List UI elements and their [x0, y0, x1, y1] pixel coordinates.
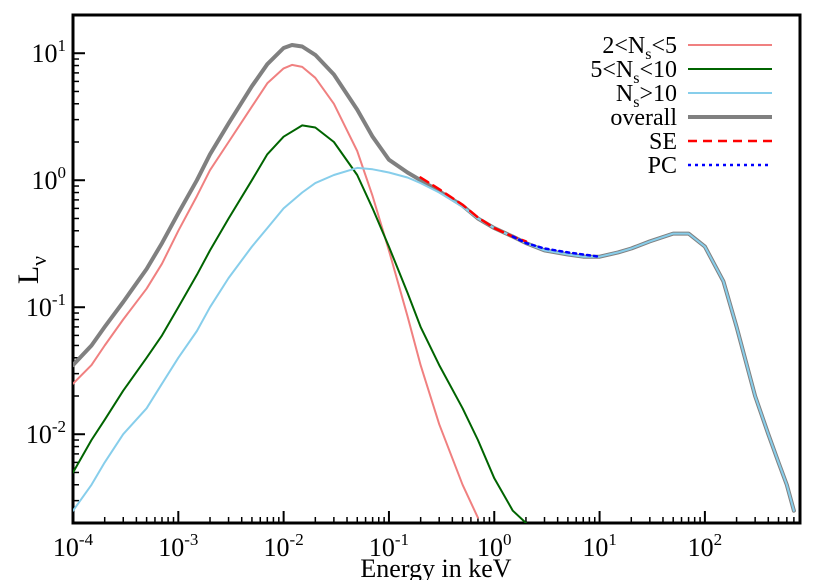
svg-text:Lν: Lν: [12, 256, 51, 284]
y-axis-title: Lν: [12, 256, 51, 284]
y-axis-title-main: L: [12, 266, 45, 284]
x-tick-label: 10-2: [264, 530, 304, 562]
y-tick-label: 101: [32, 36, 67, 68]
series-line-se: [419, 176, 528, 243]
legend-label: PC: [648, 153, 677, 179]
legend-label: 5<Ns<10: [590, 57, 677, 87]
legend-label: Ns>10: [616, 81, 677, 111]
x-tick-label: 10-1: [369, 530, 409, 562]
x-tick-label: 10-4: [53, 530, 94, 562]
y-tick-label: 10-1: [26, 290, 66, 322]
series-layer: [73, 43, 796, 523]
x-axis-ticks: 10-4 10-3 10-2 10-1 100 101 102: [53, 511, 801, 562]
y-tick-label: 100: [32, 163, 67, 195]
x-tick-label: 102: [688, 530, 723, 562]
series-line-overall: [73, 43, 796, 513]
legend-label: overall: [610, 105, 677, 131]
legend-label: SE: [649, 129, 677, 155]
plot-frame: [71, 13, 802, 525]
y-axis-title-sub: ν: [26, 256, 51, 266]
x-tick-label: 10-3: [158, 530, 198, 562]
legend-label: 2<Ns<5: [602, 33, 677, 63]
series-line-pc: [511, 235, 601, 258]
x-tick-label: 101: [582, 530, 617, 562]
y-axis-ticks: 10-2 10-1 100 101: [26, 14, 85, 524]
series-line-5-ns-10: [73, 124, 527, 523]
x-axis-title: Energy in keV: [360, 554, 511, 580]
series-line-ns-10: [73, 166, 795, 512]
x-tick-label: 100: [477, 530, 512, 562]
y-tick-label: 10-2: [26, 417, 66, 449]
series-line-2-ns-5: [73, 63, 479, 519]
